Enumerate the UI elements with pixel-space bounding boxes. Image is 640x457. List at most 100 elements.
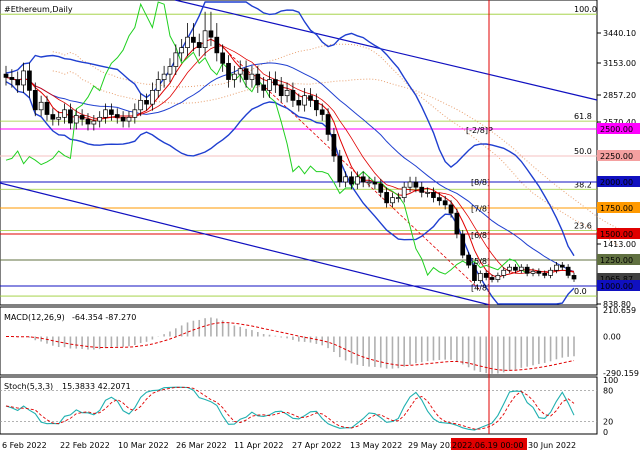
- candle-body-13: [79, 115, 85, 120]
- level-badge-0: [597, 123, 640, 134]
- candle-body-2: [15, 79, 21, 86]
- candle-body-73: [431, 192, 436, 198]
- level-badge-7: [597, 280, 640, 291]
- candle-body-28: [167, 66, 173, 75]
- candle-body-69: [407, 181, 413, 188]
- candle-body-37: [220, 52, 226, 64]
- candle-body-5: [32, 90, 38, 111]
- candle-body-42: [249, 73, 255, 80]
- time-label-2: 10 Mar 2022: [118, 441, 169, 450]
- candle-body-32: [191, 36, 196, 43]
- murrey-label-3: [6/8]: [471, 231, 490, 240]
- level-badge-2: [597, 176, 640, 187]
- candlesticks: [3, 11, 577, 284]
- candle-body-61: [360, 176, 366, 183]
- channel-upper-line: [174, 0, 598, 101]
- lagging-span: [5, 1, 528, 277]
- stoch-tick-label-1: 80: [603, 386, 613, 395]
- fib-label-4: 23.6: [574, 221, 592, 230]
- bollinger-middle: [5, 62, 575, 273]
- time-highlight-badge: [451, 438, 527, 450]
- fib-label-1: 61.8: [574, 112, 592, 121]
- price-tick-label-0: 3440.10: [603, 29, 636, 38]
- time-label-4: 11 Apr 2022: [234, 441, 283, 450]
- candle-body-64: [378, 183, 384, 193]
- candle-body-22: [132, 109, 138, 118]
- candle-body-15: [91, 120, 97, 125]
- candle-body-82: [483, 273, 489, 278]
- macd-title: MACD(12,26,9): [4, 313, 65, 322]
- candle-body-90: [530, 270, 536, 274]
- horizontal-levels: [0, 128, 597, 287]
- time-label-0: 6 Feb 2022: [2, 441, 47, 450]
- candle-body-87: [513, 266, 518, 271]
- level-badge-label-2: 2000.00: [600, 178, 633, 187]
- time-label-1: 22 Feb 2022: [60, 441, 110, 450]
- candle-body-44: [261, 84, 266, 91]
- candle-body-86: [507, 266, 512, 271]
- candle-body-45: [267, 79, 272, 91]
- fib-label-2: 50.0: [574, 147, 592, 156]
- candle-body-88: [518, 266, 524, 271]
- candle-body-8: [50, 114, 56, 120]
- candle-body-39: [232, 73, 237, 80]
- level-badge-3: [597, 202, 640, 213]
- candle-body-27: [161, 73, 167, 80]
- candle-body-53: [314, 100, 319, 111]
- fib-label-3: 38.2: [574, 180, 592, 189]
- candle-body-7: [44, 101, 50, 115]
- candle-body-43: [255, 73, 261, 86]
- candle-body-83: [489, 277, 495, 280]
- candle-body-84: [495, 275, 501, 280]
- candle-body-75: [442, 200, 448, 206]
- time-axis: 6 Feb 2022 22 Feb 2022 10 Mar 2022 26 Mar 2…: [2, 438, 576, 450]
- stoch-tick-label-3: 0: [603, 428, 608, 437]
- candle-body-92: [542, 273, 548, 276]
- candle-body-49: [290, 90, 296, 101]
- macd-values: -64.354 -87.270: [72, 313, 136, 322]
- candle-body-72: [425, 192, 430, 194]
- candle-body-25: [150, 90, 155, 105]
- cloud-line-a: [52, 43, 622, 248]
- candle-body-34: [202, 30, 208, 48]
- time-label-6: 13 May 2022: [350, 441, 402, 450]
- candle-body-36: [214, 36, 220, 54]
- candle-body-94: [554, 264, 559, 271]
- candle-body-16: [97, 116, 103, 122]
- candle-body-24: [144, 100, 149, 105]
- candle-body-11: [68, 109, 73, 124]
- candle-body-95: [559, 264, 565, 268]
- candle-body-66: [390, 197, 395, 204]
- murrey-label-5: [4/8]: [471, 284, 490, 293]
- candle-body-17: [103, 109, 108, 118]
- murrey-label-4: [5/8]: [471, 257, 490, 266]
- price-tick-label-11: 838.80: [603, 300, 631, 309]
- candle-body-6: [38, 101, 44, 111]
- candle-body-67: [395, 197, 401, 199]
- channel-lower-line: [0, 182, 491, 306]
- candle-body-97: [571, 275, 577, 280]
- level-badge-label-1: 2250.00: [600, 152, 633, 161]
- candle-body-58: [343, 176, 348, 183]
- candle-body-38: [226, 62, 231, 80]
- candle-body-4: [27, 70, 32, 91]
- murrey-label-1: [8/8]: [471, 178, 490, 187]
- candle-body-12: [73, 115, 79, 124]
- murrey-label-0: [-2/8]P: [466, 126, 493, 135]
- candle-body-74: [436, 197, 442, 202]
- candle-body-35: [208, 30, 214, 38]
- level-badge-label-5: 1250.00: [600, 256, 633, 265]
- fib-label-5: 0.0: [574, 287, 587, 296]
- candle-body-3: [21, 70, 26, 86]
- candle-body-78: [460, 233, 466, 256]
- fib-label-0: 100.0: [574, 5, 597, 14]
- candle-body-71: [419, 186, 425, 193]
- macd-tick-label-1: 0.00: [603, 332, 621, 341]
- level-badge-label-6: 1065.87: [600, 275, 633, 284]
- price-tick-label-3: 2570.40: [603, 118, 636, 127]
- candle-body-59: [349, 176, 354, 185]
- time-label-3: 26 Mar 2022: [176, 441, 227, 450]
- candle-body-31: [185, 36, 190, 48]
